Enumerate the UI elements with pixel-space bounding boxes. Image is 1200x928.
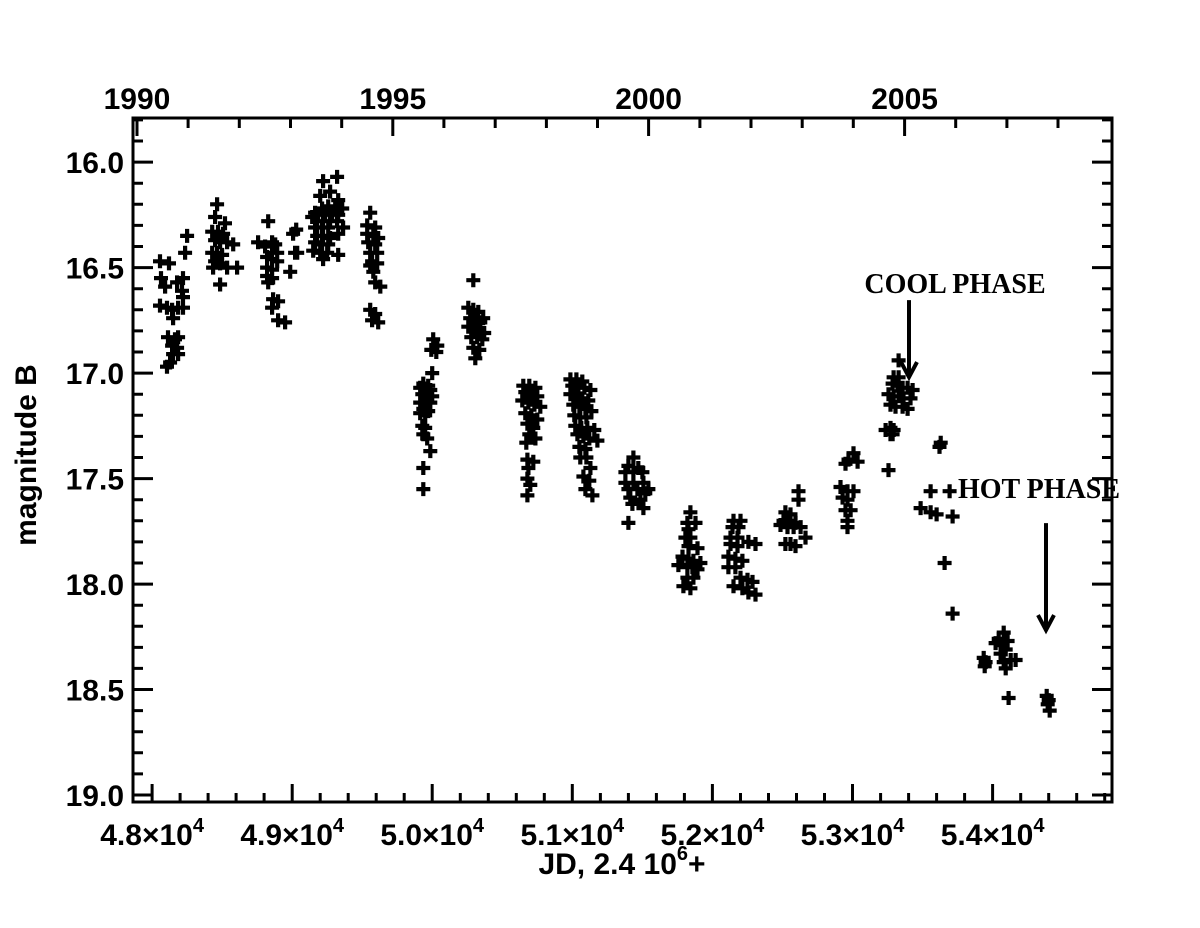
top-year-label: 2000 bbox=[615, 83, 682, 116]
x-axis-ticks-bottom bbox=[150, 784, 1107, 802]
top-axis-year-labels: 1990 1995 2000 2005 bbox=[104, 83, 938, 116]
top-year-label: 2005 bbox=[871, 83, 938, 116]
y-tick-label: 16.0 bbox=[66, 147, 124, 180]
right-tick-marks bbox=[1092, 118, 1112, 797]
annotation-label: HOT PHASE bbox=[958, 474, 1120, 505]
plot-frame bbox=[131, 116, 1114, 804]
bottom-tick-marks bbox=[150, 784, 1107, 802]
y-axis-ticks-left bbox=[133, 118, 153, 797]
annotation-hot-phase: HOT PHASE bbox=[958, 474, 1120, 635]
x-axis-title: JD, 2.4 106+ bbox=[538, 843, 705, 881]
data-points-path bbox=[153, 169, 1057, 718]
x-tick-label: 5.1×104 bbox=[520, 815, 625, 852]
y-tick-label: 16.5 bbox=[66, 253, 124, 286]
top-year-label: 1995 bbox=[359, 83, 426, 116]
x-tick-label: 5.0×104 bbox=[380, 815, 485, 852]
x-tick-label: 5.2×104 bbox=[661, 815, 766, 852]
top-tick-marks bbox=[135, 118, 1060, 136]
down-arrow-icon bbox=[899, 300, 919, 382]
y-axis-tick-labels: 16.0 16.5 17.0 17.5 18.0 18.5 19.0 bbox=[66, 147, 124, 813]
y-tick-label: 18.5 bbox=[66, 675, 124, 708]
annotation-cool-phase: COOL PHASE bbox=[864, 269, 1046, 382]
down-arrow-icon bbox=[1036, 523, 1056, 635]
axes-frame bbox=[131, 116, 1114, 804]
y-axis-ticks-right bbox=[1092, 118, 1112, 797]
x-axis-tick-labels: 4.8×104 4.9×104 5.0×104 5.1×104 5.2×104 5.3×1… bbox=[100, 815, 1045, 852]
y-tick-label: 19.0 bbox=[66, 780, 124, 813]
y-axis-title: magnitude B bbox=[10, 364, 43, 546]
x-tick-label: 4.8×104 bbox=[100, 815, 205, 852]
y-tick-label: 18.0 bbox=[66, 569, 124, 602]
top-year-label: 1990 bbox=[104, 83, 171, 116]
data-points bbox=[153, 169, 1057, 718]
left-tick-marks bbox=[133, 118, 153, 797]
x-axis-ticks-top bbox=[135, 118, 1060, 136]
x-tick-label: 5.4×104 bbox=[941, 815, 1046, 852]
y-tick-label: 17.5 bbox=[66, 464, 124, 497]
annotation-label: COOL PHASE bbox=[864, 269, 1045, 300]
x-tick-label: 5.3×104 bbox=[801, 815, 906, 852]
annotations: COOL PHASE HOT PHASE bbox=[864, 269, 1120, 635]
y-tick-label: 17.0 bbox=[66, 358, 124, 391]
x-tick-label: 4.9×104 bbox=[240, 815, 345, 852]
